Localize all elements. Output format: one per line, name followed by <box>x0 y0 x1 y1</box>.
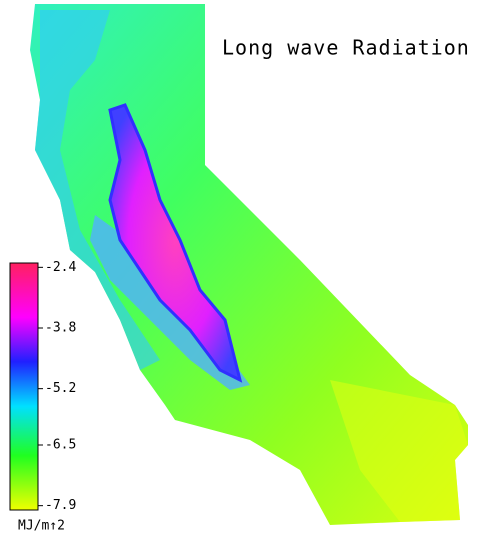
colorbar <box>9 262 39 511</box>
south-desert <box>330 380 468 522</box>
california-map <box>30 4 468 525</box>
colorbar-tick-label: -7.9 <box>45 498 76 513</box>
colorbar-tick-label: -3.8 <box>45 321 76 336</box>
colorbar-tick-label: -2.4 <box>45 260 76 275</box>
central-valley <box>108 103 243 383</box>
colorbar-tick-label: -5.2 <box>45 381 76 396</box>
map-title: Long wave Radiation <box>222 36 470 60</box>
colorbar-tick-label: -6.5 <box>45 438 76 453</box>
coastal-cool-zone <box>35 10 160 370</box>
colorbar-unit: MJ/m↑2 <box>18 519 65 534</box>
